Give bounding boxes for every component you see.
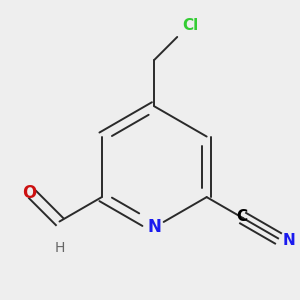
- Text: O: O: [22, 184, 37, 202]
- Text: C: C: [237, 209, 248, 224]
- Text: N: N: [147, 218, 161, 236]
- Text: Cl: Cl: [183, 18, 199, 33]
- Text: H: H: [54, 242, 65, 255]
- Text: N: N: [283, 232, 296, 247]
